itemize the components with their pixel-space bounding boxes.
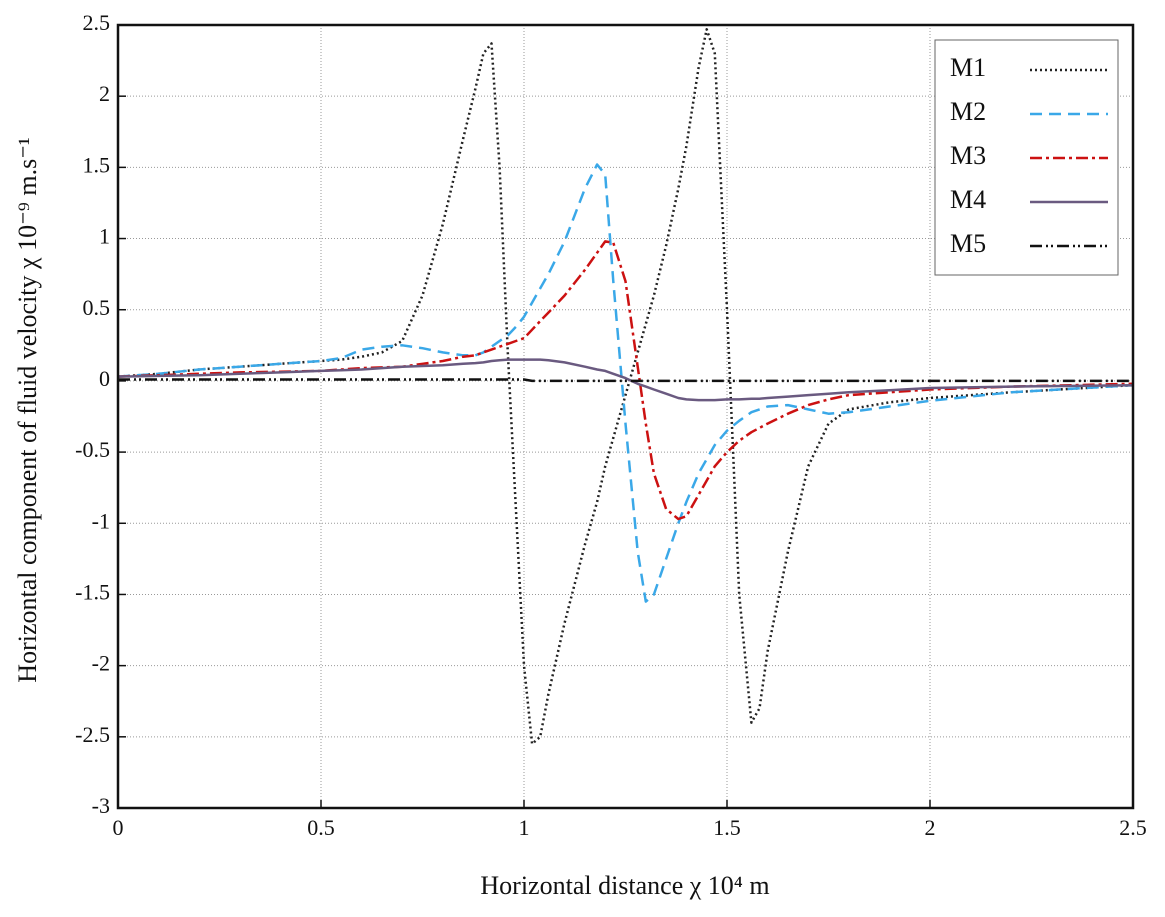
series-line (117, 163, 1134, 603)
legend-label: M1 (950, 53, 986, 82)
x-tick-label: 0.5 (307, 815, 335, 840)
y-tick-label: -1 (92, 508, 110, 533)
series-line (117, 358, 1134, 402)
y-tick-label: 0 (99, 366, 110, 391)
legend-label: M5 (950, 229, 986, 258)
x-tick-label: 2.5 (1119, 815, 1147, 840)
x-tick-label: 1 (519, 815, 530, 840)
y-axis-title: Horizontal component of fluid velocity χ… (13, 137, 42, 682)
series-line (118, 378, 1133, 383)
x-axis-title: Horizontal distance χ 10⁴ m (480, 871, 769, 900)
y-tick-label: -1.5 (75, 580, 110, 605)
x-tick-label: 0 (113, 815, 124, 840)
y-tick-label: 0.5 (83, 295, 111, 320)
y-tick-label: -2 (92, 651, 110, 676)
y-tick-label: 1 (99, 224, 110, 249)
series-line (117, 28, 1134, 746)
y-tick-label: -0.5 (75, 437, 110, 462)
legend-label: M2 (950, 97, 986, 126)
x-tick-label: 1.5 (713, 815, 741, 840)
y-tick-label: -2.5 (75, 722, 110, 747)
legend-label: M3 (950, 141, 986, 170)
y-tick-label: 1.5 (83, 152, 111, 177)
y-tick-label: 2.5 (83, 10, 111, 35)
y-tick-label: -3 (92, 793, 110, 818)
plot-frame (116, 23, 1135, 810)
y-tick-label: 2 (99, 81, 110, 106)
legend-label: M4 (950, 185, 986, 214)
x-tick-label: 2 (925, 815, 936, 840)
